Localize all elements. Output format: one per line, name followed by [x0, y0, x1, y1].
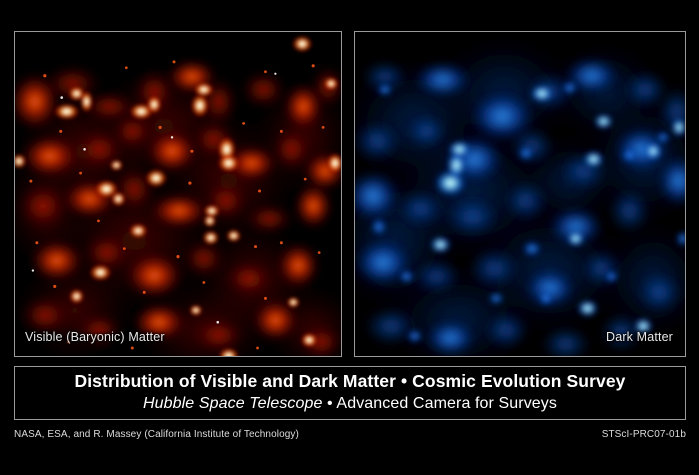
panel-label-visible-matter: Visible (Baryonic) Matter [25, 330, 165, 344]
credit-line: NASA, ESA, and R. Massey (California Ins… [14, 429, 299, 440]
title-box: Distribution of Visible and Dark Matter … [14, 366, 686, 420]
poster-title-line-1: Distribution of Visible and Dark Matter … [74, 371, 626, 392]
dark-filament-layer [355, 57, 685, 356]
telescope-name: Hubble Space Telescope [143, 395, 323, 413]
instrument-name: • Advanced Camera for Surveys [322, 395, 557, 413]
visible-bright-knots [15, 34, 341, 356]
panel-visible-matter: Visible (Baryonic) Matter [14, 31, 342, 357]
panel-dark-matter: Dark Matter [354, 31, 686, 357]
panel-label-dark-matter: Dark Matter [606, 330, 673, 344]
catalog-number: STScI-PRC07-01b [601, 429, 686, 440]
poster-title-line-2: Hubble Space Telescope • Advanced Camera… [143, 394, 557, 415]
dark-matter-image [355, 32, 685, 356]
visible-point-sources [29, 60, 325, 350]
visible-star-points [31, 72, 277, 324]
visible-matter-image [15, 32, 341, 356]
dark-bright-peaks [369, 79, 685, 345]
